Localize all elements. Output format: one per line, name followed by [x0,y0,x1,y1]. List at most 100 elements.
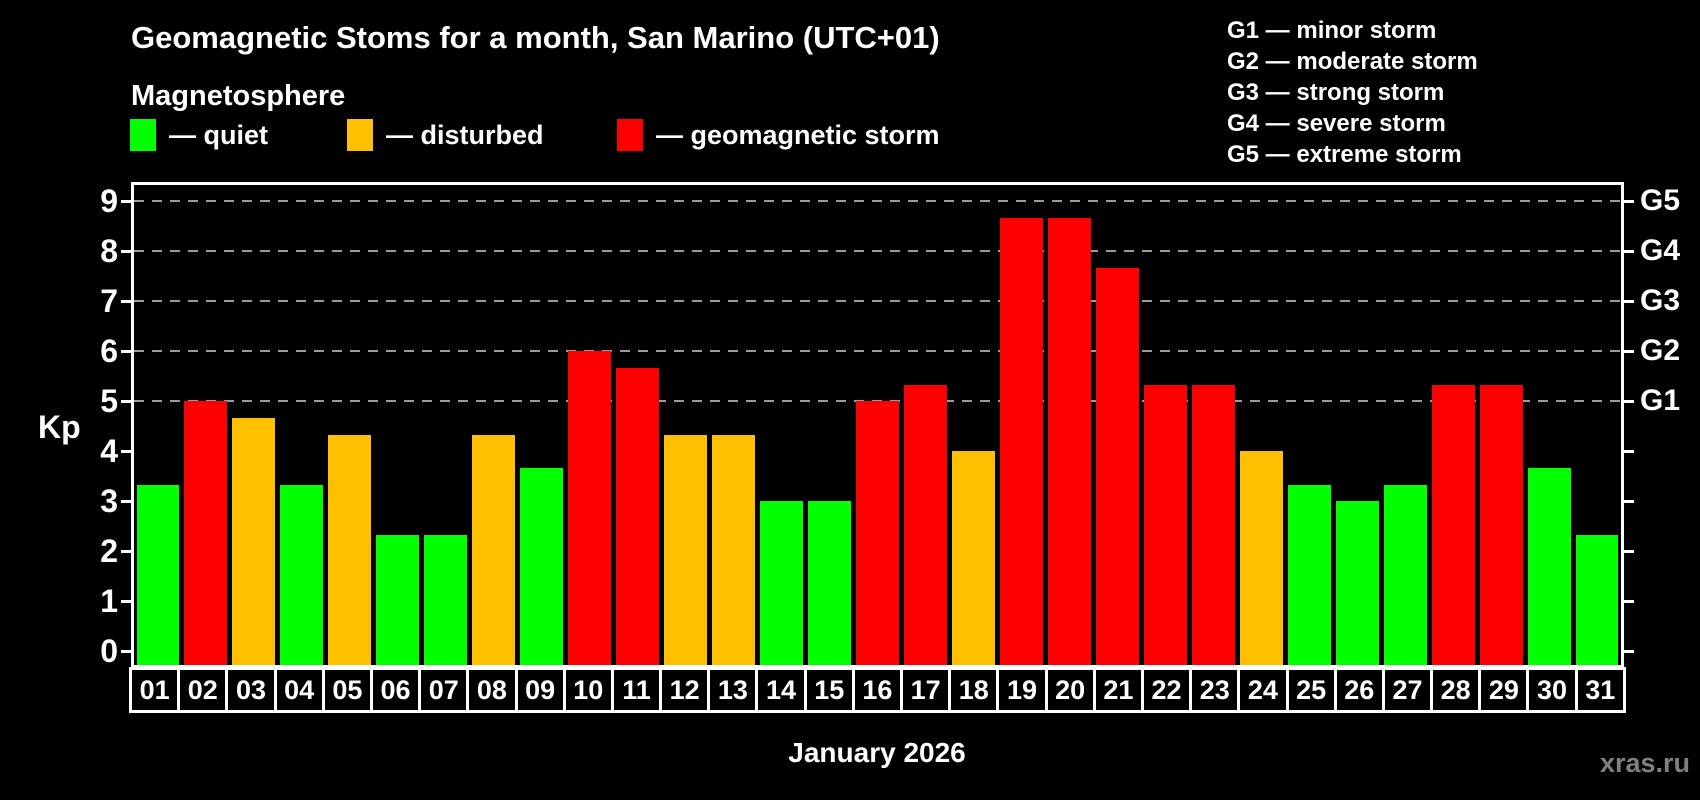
bar-day-04 [280,484,324,665]
bar-day-06 [376,534,420,665]
day-label-23: 23 [1189,667,1241,713]
g-scale-label-g3: G3 [1640,284,1681,317]
right-axis-tick [1624,400,1634,403]
y-axis-tick [121,300,131,303]
right-axis-tick [1624,250,1634,253]
legend-item-storm: — geomagnetic storm [617,118,940,152]
legend-swatch-storm [617,119,643,151]
watermark: xras.ru [1599,748,1690,778]
y-axis-tick [121,500,131,503]
y-axis-tick [121,650,131,653]
day-label-20: 20 [1044,667,1096,713]
bar-day-27 [1383,484,1427,665]
legend-label-quiet: — quiet [169,119,268,150]
y-tick-label: 3 [100,483,118,519]
day-label-13: 13 [707,667,759,713]
bar-day-28 [1431,384,1475,665]
storm-scale-line-g5: G5 — extreme storm [1227,141,1462,168]
legend-label-disturbed: — disturbed [386,119,544,150]
day-label-27: 27 [1381,667,1434,713]
y-axis-tick [121,550,131,553]
storm-scale-line-g4: G4 — severe storm [1227,110,1446,137]
y-axis-tick [121,350,131,353]
bar-day-09 [520,467,564,665]
x-axis-label: January 2026 [788,737,966,768]
y-tick-label: 6 [100,333,118,369]
magnetosphere-legend: — quiet — disturbed — geomagnetic storm [0,118,1700,156]
right-axis-tick [1624,300,1634,303]
gridline-kp8 [134,250,1621,252]
y-axis-tick [121,200,131,203]
bar-day-31 [1575,534,1619,665]
day-label-14: 14 [755,667,807,713]
day-label-09: 09 [514,667,566,713]
bar-day-22 [1143,384,1187,665]
day-label-25: 25 [1285,667,1337,713]
g-scale-label-g5: G5 [1640,184,1681,217]
chart-subtitle: Magnetosphere [131,80,346,112]
storm-scale-legend: G1 — minor storm G2 — moderate storm G3 — … [1227,15,1478,170]
day-label-26: 26 [1333,667,1385,713]
bar-day-30 [1527,467,1571,665]
bar-day-12 [664,434,708,665]
day-label-24: 24 [1237,667,1289,713]
y-axis-label: Kp [38,409,81,445]
bar-day-03 [232,417,276,665]
g-scale-label-g1: G1 [1640,384,1681,417]
gridline-kp7 [134,300,1621,302]
legend-swatch-quiet [130,119,156,151]
legend-item-quiet: — quiet [130,118,268,152]
right-axis-tick [1624,200,1634,203]
bar-day-07 [424,534,468,665]
day-label-16: 16 [851,667,903,713]
day-label-28: 28 [1430,667,1482,713]
bar-day-25 [1287,484,1331,665]
bar-day-15 [808,501,851,665]
bar-day-08 [472,434,516,665]
day-label-19: 19 [996,667,1048,713]
day-label-03: 03 [225,667,277,713]
bar-day-24 [1239,451,1283,665]
right-axis-tick [1624,550,1634,553]
storm-scale-line-g3: G3 — strong storm [1227,79,1445,106]
right-axis-tick [1624,450,1634,453]
day-label-11: 11 [610,667,663,713]
day-label-07: 07 [418,667,470,713]
storm-scale-line-g2: G2 — moderate storm [1227,48,1478,75]
right-axis-tick [1624,650,1634,653]
bar-day-16 [856,401,899,665]
y-tick-label: 1 [100,583,118,619]
day-label-04: 04 [273,667,325,713]
legend-swatch-disturbed [347,119,373,151]
y-tick-label: 7 [100,283,118,319]
bar-day-14 [760,501,804,665]
bar-day-13 [712,434,756,665]
day-label-05: 05 [321,667,373,713]
y-tick-label: 5 [100,383,118,419]
bar-day-11 [616,367,660,665]
y-tick-label: 9 [100,183,118,219]
day-label-15: 15 [803,667,855,713]
day-label-08: 08 [466,667,518,713]
y-axis-tick [121,600,131,603]
day-label-29: 29 [1478,667,1530,713]
day-label-30: 30 [1526,667,1578,713]
right-axis-tick [1624,350,1634,353]
y-axis-tick [121,450,131,453]
g-scale-label-g2: G2 [1640,334,1681,367]
day-label-01: 01 [129,667,181,713]
bar-day-01 [136,484,180,665]
day-label-31: 31 [1574,667,1626,713]
bar-day-29 [1479,384,1523,665]
right-axis-tick [1624,600,1634,603]
bar-day-17 [903,384,947,665]
storm-scale-line-g1: G1 — minor storm [1227,17,1437,44]
bar-day-05 [328,434,372,665]
day-label-02: 02 [177,667,229,713]
bar-day-23 [1191,384,1235,665]
bar-day-18 [951,451,995,665]
g-scale-label-g4: G4 [1640,234,1681,267]
y-tick-label: 0 [100,633,118,669]
gridline-kp6 [134,350,1621,352]
